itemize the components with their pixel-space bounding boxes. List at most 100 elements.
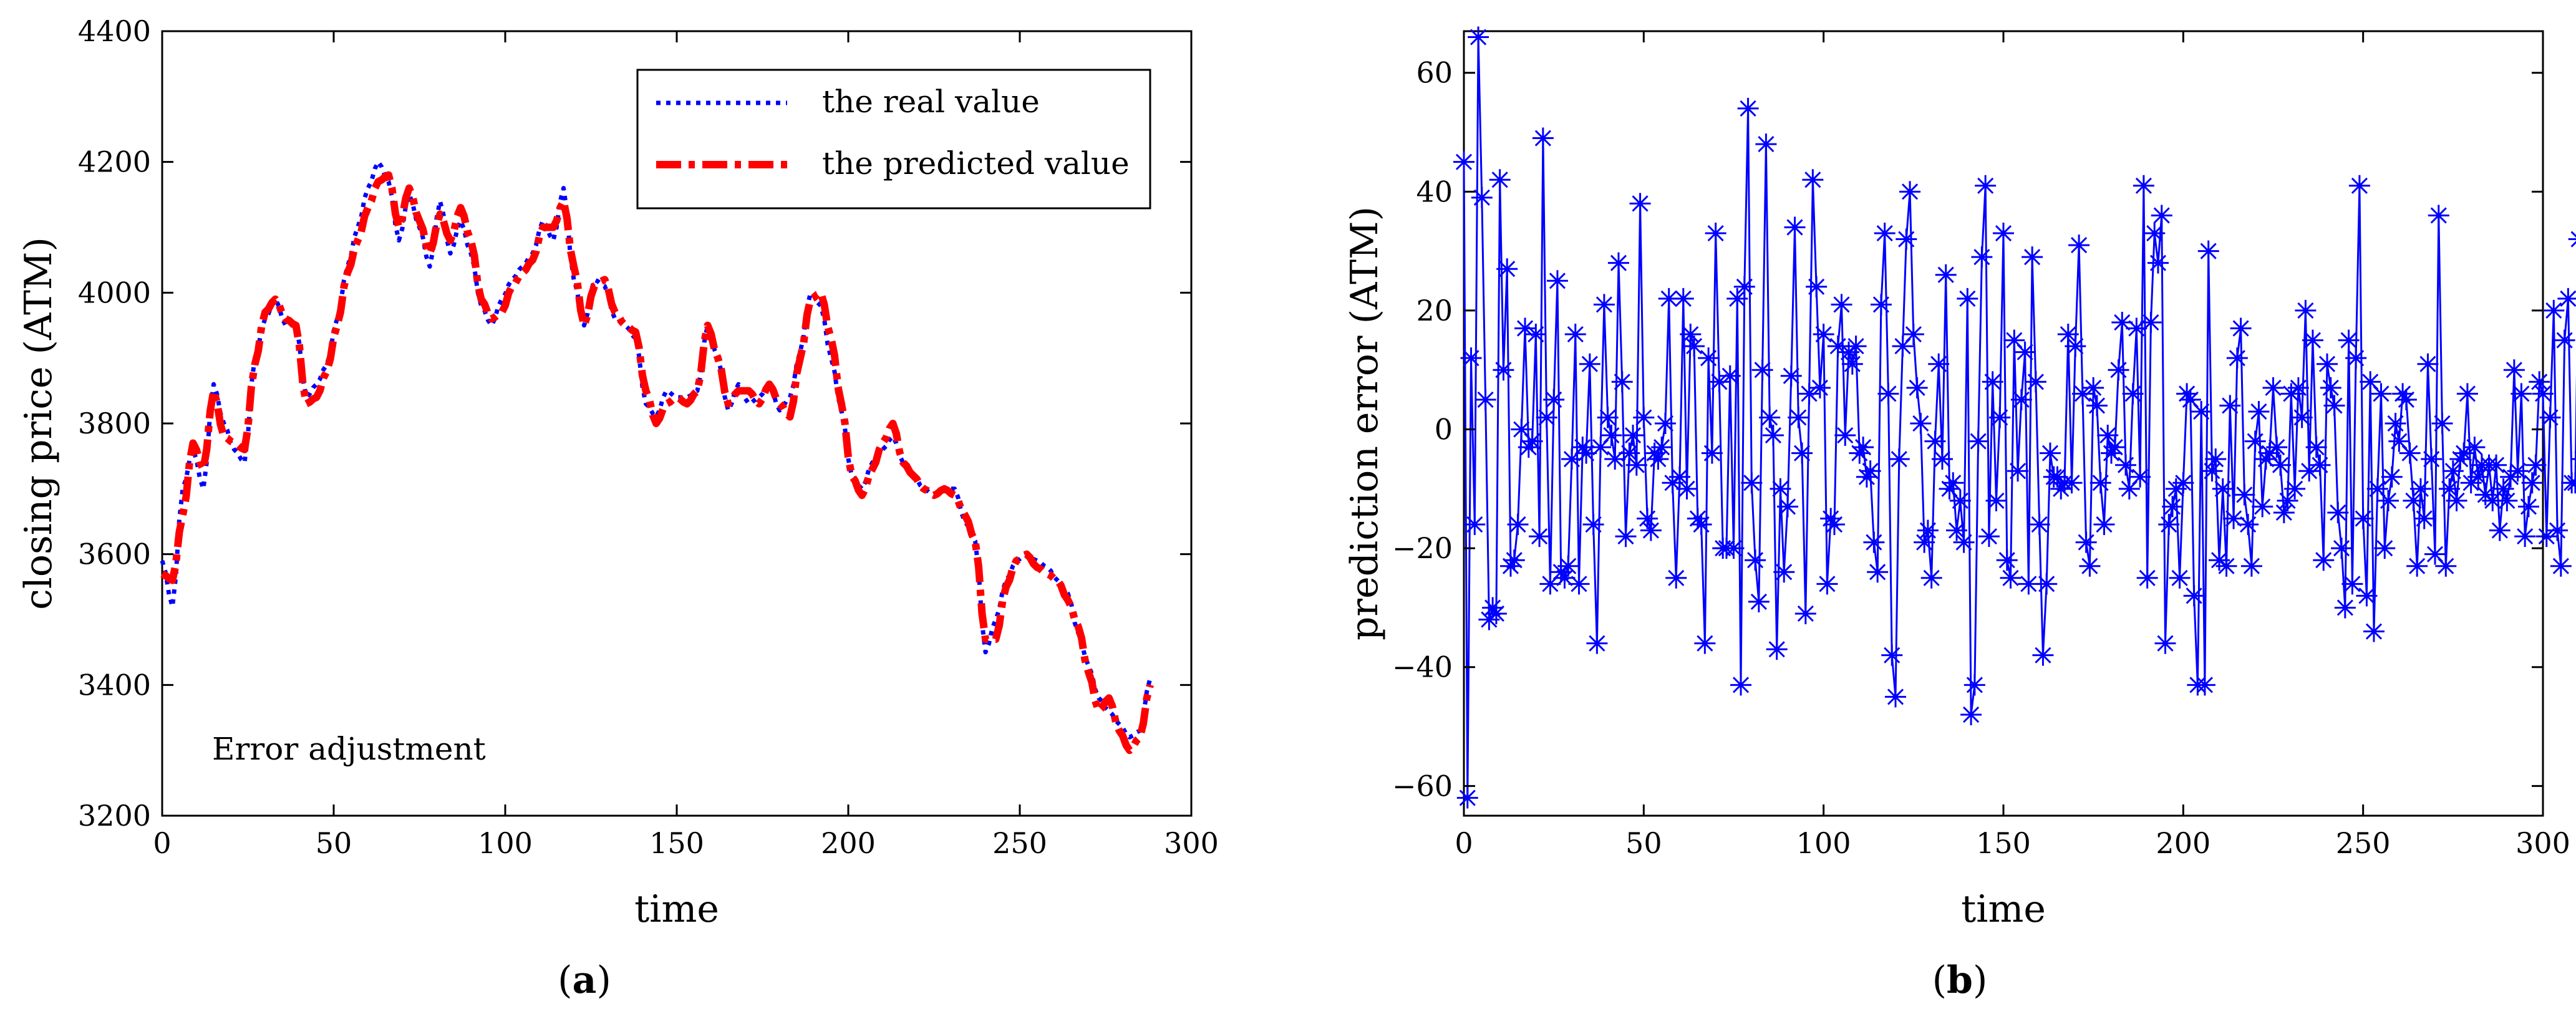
series-line-real-value (160, 160, 1153, 740)
asterisk-marker (2237, 514, 2259, 536)
x-axis-label-b: time (1961, 887, 2046, 931)
x-tick-label: 50 (316, 826, 352, 860)
asterisk-marker (2248, 400, 2270, 422)
asterisk-marker (1902, 324, 1924, 345)
asterisk-marker (1564, 324, 1586, 345)
asterisk-marker (2270, 454, 2292, 476)
asterisk-marker (2086, 395, 2108, 417)
y-axis-label-b: prediction error (ATM) (1343, 206, 1387, 640)
asterisk-marker (2385, 413, 2406, 434)
asterisk-marker (2428, 205, 2449, 226)
asterisk-marker (2071, 383, 2093, 405)
asterisk-marker (1733, 276, 1755, 297)
asterisk-marker (1899, 181, 1921, 203)
asterisk-marker (1561, 448, 1582, 470)
asterisk-marker (2129, 466, 2151, 488)
asterisk-marker (1896, 228, 1917, 250)
asterisk-marker (2194, 674, 2215, 696)
asterisk-marker (1665, 567, 1687, 589)
asterisk-marker (1615, 526, 1637, 548)
asterisk-marker (1723, 538, 1745, 559)
asterisk-marker (2126, 317, 2147, 339)
asterisk-marker (2381, 466, 2403, 488)
asterisk-marker (2039, 442, 2061, 464)
asterisk-marker (2151, 205, 2172, 226)
asterisk-marker (1827, 336, 1849, 357)
asterisk-marker (1554, 567, 1576, 589)
legend-box-a (636, 69, 1151, 210)
y-tick-label: 60 (1416, 56, 1453, 90)
asterisk-marker (1730, 674, 1752, 696)
asterisk-marker (2392, 383, 2414, 405)
asterisk-marker (1910, 413, 1932, 434)
asterisk-marker (2413, 508, 2435, 529)
asterisk-marker (1975, 175, 1997, 196)
asterisk-marker (1993, 223, 2014, 244)
asterisk-marker (1597, 407, 1619, 428)
asterisk-marker (1593, 294, 1615, 316)
asterisk-marker (2482, 490, 2504, 511)
asterisk-marker (2284, 478, 2306, 500)
asterisk-marker (1960, 703, 1982, 725)
asterisk-marker (2327, 501, 2349, 523)
asterisk-marker (1791, 442, 1813, 464)
asterisk-marker (2118, 478, 2140, 500)
asterisk-marker (1525, 324, 1547, 345)
asterisk-marker (1539, 573, 1561, 595)
annotation-error-adjustment: Error adjustment (212, 731, 486, 767)
x-tick-label: 0 (153, 826, 171, 860)
asterisk-marker (2191, 400, 2212, 422)
asterisk-marker (1651, 437, 1673, 458)
asterisk-marker (1489, 169, 1511, 191)
asterisk-marker (2446, 490, 2467, 511)
asterisk-marker (1456, 787, 1478, 809)
asterisk-marker (1953, 531, 1975, 553)
asterisk-marker (2320, 377, 2341, 398)
asterisk-marker (2266, 437, 2288, 458)
asterisk-marker (1460, 347, 1482, 369)
asterisk-marker (2172, 472, 2194, 494)
asterisk-marker (2543, 299, 2565, 321)
asterisk-marker (1496, 258, 1518, 280)
asterisk-marker (1877, 383, 1899, 405)
asterisk-marker (1985, 490, 2007, 511)
legend-label-predicted: the predicted value (822, 145, 1130, 181)
asterisk-marker (1546, 270, 1568, 292)
asterisk-marker (2065, 336, 2086, 357)
asterisk-marker (2219, 395, 2241, 417)
asterisk-marker (1788, 407, 1809, 428)
asterisk-marker (2176, 383, 2198, 405)
asterisk-marker (1590, 437, 1612, 458)
asterisk-marker (1917, 519, 1939, 541)
asterisk-marker (2197, 240, 2219, 262)
x-tick-label: 100 (1796, 826, 1851, 860)
series-line-predicted-value (160, 171, 1154, 755)
asterisk-marker (1957, 287, 1978, 309)
asterisk-marker (2140, 311, 2162, 333)
asterisk-marker (1794, 602, 1816, 624)
asterisk-marker (2036, 573, 2058, 595)
y-tick-label: 20 (1416, 294, 1453, 327)
asterisk-marker (1971, 246, 1993, 268)
asterisk-marker (2111, 311, 2133, 333)
asterisk-marker (2230, 317, 2252, 339)
asterisk-marker (1683, 336, 1705, 357)
asterisk-marker (1543, 389, 1565, 410)
asterisk-marker (1493, 359, 1514, 381)
asterisk-marker (1820, 508, 1842, 529)
asterisk-marker (2305, 437, 2327, 458)
asterisk-marker (2435, 555, 2457, 577)
asterisk-marker (1485, 602, 1507, 624)
asterisk-marker (2331, 538, 2353, 559)
asterisk-marker (1920, 567, 1942, 589)
asterisk-marker (1474, 389, 1496, 410)
asterisk-marker (2226, 347, 2248, 369)
asterisk-marker (2403, 490, 2424, 511)
asterisk-marker (2341, 573, 2363, 595)
x-tick-label: 200 (821, 826, 876, 860)
asterisk-marker (2360, 371, 2381, 393)
asterisk-marker (1579, 353, 1600, 375)
asterisk-marker (2521, 472, 2543, 494)
asterisk-marker (1453, 151, 1474, 173)
asterisk-marker (1770, 478, 1791, 500)
